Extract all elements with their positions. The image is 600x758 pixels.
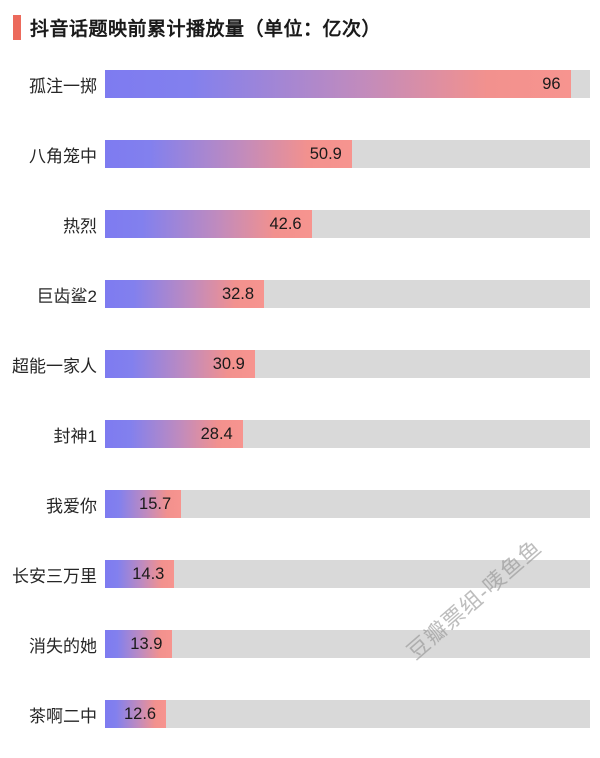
bar-track: 30.9 xyxy=(105,350,590,378)
bar-fill: 15.7 xyxy=(105,490,182,518)
bar-track: 14.3 xyxy=(105,560,590,588)
bar-value: 15.7 xyxy=(139,494,172,513)
chart-row: 我爱你 15.7 xyxy=(0,469,600,539)
bar-label: 封神1 xyxy=(53,426,97,446)
chart-row: 巨齿鲨2 32.8 xyxy=(0,259,600,329)
bar-value: 13.9 xyxy=(130,634,163,653)
bar-track: 13.9 xyxy=(105,630,590,658)
bar-label: 超能一家人 xyxy=(12,356,97,376)
bar-track: 12.6 xyxy=(105,700,590,728)
bar-fill: 96 xyxy=(105,70,571,98)
chart-row: 封神1 28.4 xyxy=(0,399,600,469)
bar-label: 巨齿鲨2 xyxy=(36,286,97,306)
bar-fill: 28.4 xyxy=(105,420,243,448)
bar-label: 孤注一掷 xyxy=(29,76,97,96)
bar-label: 热烈 xyxy=(63,216,97,236)
bar-value: 12.6 xyxy=(123,704,157,723)
bar-value: 96 xyxy=(542,74,561,93)
bar-value: 42.6 xyxy=(269,214,302,233)
page-title: 抖音话题映前累计播放量（单位：亿次） xyxy=(30,18,382,40)
bar-track: 42.6 xyxy=(105,210,590,238)
bar-fill: 50.9 xyxy=(105,140,352,168)
bar-track: 96 xyxy=(105,70,590,98)
chart-row: 茶啊二中 12.6 xyxy=(0,679,600,749)
title-marker-icon xyxy=(13,14,21,40)
bar-fill: 13.9 xyxy=(105,630,173,658)
bar-fill: 30.9 xyxy=(105,350,255,378)
bar-value: 30.9 xyxy=(212,354,245,373)
bar-track: 28.4 xyxy=(105,420,590,448)
bar-track: 32.8 xyxy=(105,280,590,308)
bar-fill: 14.3 xyxy=(105,560,175,588)
chart-row: 消失的她 13.9 xyxy=(0,609,600,679)
chart-row: 热烈 42.6 xyxy=(0,189,600,259)
bar-fill: 32.8 xyxy=(105,280,265,308)
bar-value: 14.3 xyxy=(132,564,165,583)
bar-label: 长安三万里 xyxy=(12,566,97,586)
bar-label: 茶啊二中 xyxy=(29,706,97,726)
bar-fill: 42.6 xyxy=(105,210,312,238)
bar-fill: 12.6 xyxy=(105,700,167,728)
chart-row: 长安三万里 14.3 xyxy=(0,539,600,609)
bar-value: 32.8 xyxy=(221,284,255,303)
chart-row: 孤注一掷 96 xyxy=(0,49,600,119)
bar-label: 八角笼中 xyxy=(29,146,97,166)
chart-row: 八角笼中 50.9 xyxy=(0,119,600,189)
bar-track: 15.7 xyxy=(105,490,590,518)
bar-chart: 孤注一掷 96 八角笼中 50.9 热烈 42.6 xyxy=(0,49,600,749)
chart-row: 超能一家人 30.9 xyxy=(0,329,600,399)
bar-label: 我爱你 xyxy=(46,496,97,516)
chart-header: 抖音话题映前累计播放量（单位：亿次） xyxy=(0,0,600,40)
bar-track: 50.9 xyxy=(105,140,590,168)
bar-label: 消失的她 xyxy=(29,636,97,656)
bar-value: 28.4 xyxy=(200,424,233,443)
bar-value: 50.9 xyxy=(309,144,342,163)
